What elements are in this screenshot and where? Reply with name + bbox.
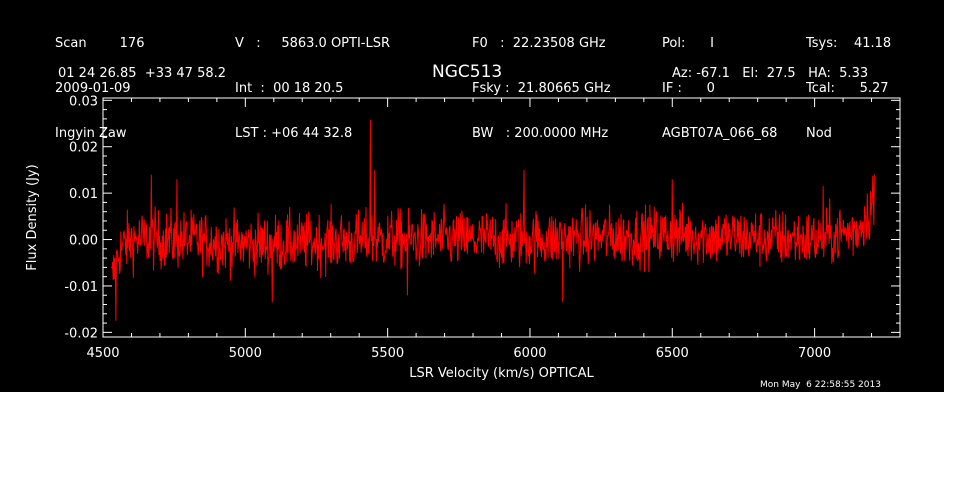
timestamp-label: Mon May 6 22:58:55 2013 bbox=[760, 380, 881, 390]
y-axis-label: Flux Density (Jy) bbox=[25, 164, 40, 270]
coordinates-label: 01 24 26.85 +33 47 58.2 bbox=[58, 66, 227, 81]
x-tick-label: 4500 bbox=[86, 346, 119, 361]
header-pol-block: Pol: I IF : 0 AGBT07A_066_68 bbox=[662, 6, 777, 171]
if-label: IF : 0 bbox=[662, 81, 715, 96]
y-tick-label: 0.03 bbox=[69, 94, 98, 109]
y-tick-label: 0.01 bbox=[69, 187, 98, 202]
az-el-ha-label: Az: -67.1 El: 27.5 HA: 5.33 bbox=[672, 66, 869, 81]
plot-frame bbox=[102, 97, 901, 338]
y-tick-label: 0.00 bbox=[69, 234, 98, 249]
spectrum-chart: 4500 5000 5500 6000 6500 7000 -0.02 -0.01 0.00 0.… bbox=[25, 94, 901, 381]
procedure-label: Nod bbox=[806, 126, 832, 141]
header-velocity-block: V : 5863.0 OPTI-LSR Int : 00 18 20.5 LST… bbox=[235, 6, 390, 171]
polarization-label: Pol: I bbox=[662, 36, 714, 51]
x-tick-label: 6000 bbox=[513, 346, 546, 361]
plot-panel: Scan 176 2009-01-09 Ingyin Zaw V : 5863.… bbox=[0, 0, 944, 392]
lst-label: LST : +06 44 32.8 bbox=[235, 126, 353, 141]
source-name: NGC513 bbox=[432, 62, 503, 82]
integration-label: Int : 00 18 20.5 bbox=[235, 81, 344, 96]
x-tick-label: 6500 bbox=[656, 346, 689, 361]
x-tick-label: 7000 bbox=[798, 346, 831, 361]
sky-frequency-label: Fsky : 21.80665 GHz bbox=[472, 81, 611, 96]
rest-frequency-label: F0 : 22.23508 GHz bbox=[472, 36, 606, 51]
scan-label: Scan 176 bbox=[55, 36, 145, 51]
velocity-label: V : 5863.0 OPTI-LSR bbox=[235, 36, 391, 51]
y-tick-label: 0.02 bbox=[69, 141, 98, 156]
header-tsys-block: Tsys: 41.18 Tcal: 5.27 Nod bbox=[806, 6, 891, 171]
x-axis-label: LSR Velocity (km/s) OPTICAL bbox=[409, 366, 594, 381]
tcal-label: Tcal: 5.27 bbox=[806, 81, 889, 96]
bandwidth-label: BW : 200.0000 MHz bbox=[472, 126, 609, 141]
y-tick-label: -0.02 bbox=[64, 326, 98, 341]
header-scan-block: Scan 176 2009-01-09 Ingyin Zaw bbox=[55, 6, 144, 171]
header-frequency-block: F0 : 22.23508 GHz Fsky : 21.80665 GHz BW… bbox=[472, 6, 611, 171]
spectrum-series-line bbox=[111, 119, 875, 321]
project-label: AGBT07A_066_68 bbox=[662, 126, 778, 141]
tsys-label: Tsys: 41.18 bbox=[806, 36, 892, 51]
x-tick-label: 5500 bbox=[371, 346, 404, 361]
date-label: 2009-01-09 bbox=[55, 81, 131, 96]
x-tick-label: 5000 bbox=[229, 346, 262, 361]
y-tick-label: -0.01 bbox=[64, 280, 98, 295]
